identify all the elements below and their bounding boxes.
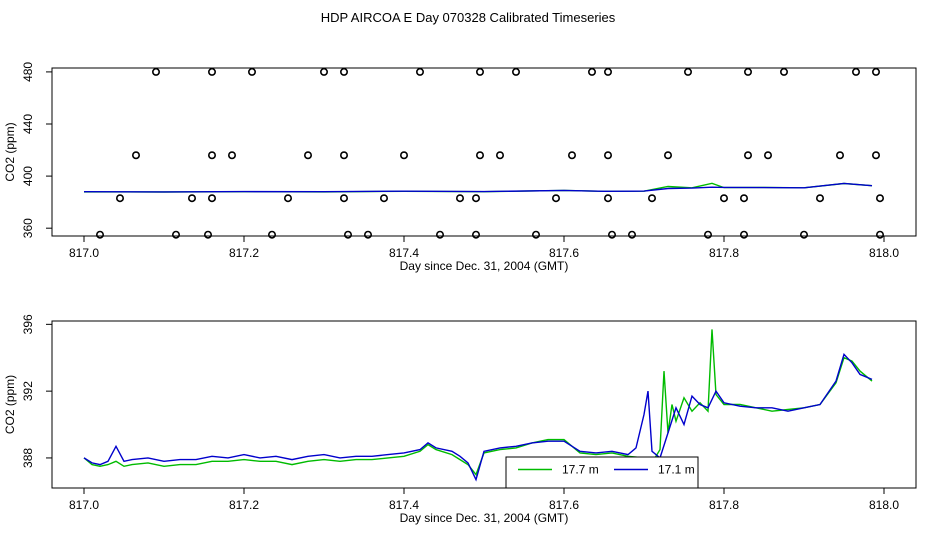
- data-point-marker: [339, 151, 348, 160]
- data-point-marker: [703, 230, 712, 239]
- x-tick-label: 817.6: [549, 246, 579, 260]
- x-tick-label: 817.4: [389, 498, 419, 512]
- data-point-marker: [455, 194, 464, 203]
- data-point-marker: [415, 67, 424, 76]
- y-tick-label: 400: [21, 166, 35, 186]
- data-point-marker: [743, 151, 752, 160]
- y-tick-label: 392: [21, 381, 35, 401]
- data-point-marker: [603, 67, 612, 76]
- data-point-marker: [739, 194, 748, 203]
- data-point-marker: [743, 67, 752, 76]
- data-point-marker: [283, 194, 292, 203]
- plot-frame: [51, 67, 917, 237]
- data-point-marker: [875, 194, 884, 203]
- data-point-marker: [132, 151, 141, 160]
- x-tick-label: 817.8: [709, 246, 739, 260]
- x-tick-label: 817.8: [709, 498, 739, 512]
- top-panel: 817.0 817.2 817.4 817.6 817.8 818.0 360 400 440 4…: [3, 62, 917, 273]
- data-point-marker: [799, 230, 808, 239]
- data-point-marker: [647, 194, 656, 203]
- x-tick-label: 817.2: [229, 246, 259, 260]
- data-point-marker: [495, 151, 504, 160]
- data-point-marker: [835, 151, 844, 160]
- y-tick-label: 480: [21, 62, 35, 82]
- x-tick-label: 817.6: [549, 498, 579, 512]
- data-point-marker: [683, 67, 692, 76]
- data-point-marker: [319, 67, 328, 76]
- data-point-marker: [763, 151, 772, 160]
- plot-frame: [51, 320, 917, 489]
- legend-box: [505, 456, 699, 489]
- data-point-marker: [172, 230, 181, 239]
- data-point-marker: [379, 194, 388, 203]
- y-tick-label: 440: [21, 114, 35, 134]
- data-point-marker: [267, 230, 276, 239]
- data-point-marker: [116, 194, 125, 203]
- data-point-marker: [871, 151, 880, 160]
- data-point-marker: [208, 151, 217, 160]
- data-point-marker: [779, 67, 788, 76]
- data-point-marker: [208, 67, 217, 76]
- figure-title: HDP AIRCOA E Day 070328 Calibrated Times…: [321, 10, 616, 25]
- data-point-marker: [188, 194, 197, 203]
- data-point-marker: [871, 67, 880, 76]
- data-point-marker: [339, 67, 348, 76]
- data-point-marker: [339, 194, 348, 203]
- data-point-marker: [607, 230, 616, 239]
- data-point-marker: [152, 67, 161, 76]
- legend-label: 17.1 m: [658, 463, 695, 477]
- x-tick-label: 818.0: [869, 246, 899, 260]
- data-point-marker: [719, 194, 728, 203]
- data-point-marker: [603, 151, 612, 160]
- data-point-marker: [204, 230, 213, 239]
- data-point-marker: [96, 230, 105, 239]
- data-point-marker: [471, 230, 480, 239]
- y-tick-label: 388: [21, 448, 35, 468]
- y-axis-label: CO2 (ppm): [3, 122, 17, 181]
- data-point-marker: [587, 67, 596, 76]
- data-point-marker: [475, 67, 484, 76]
- data-point-marker: [739, 230, 748, 239]
- bottom-panel: 817.0 817.2 817.4 817.6 817.8 818.0 388 392 396 D…: [3, 314, 917, 525]
- x-tick-label: 818.0: [869, 498, 899, 512]
- data-point-marker: [343, 230, 352, 239]
- x-tick-label: 817.2: [229, 498, 259, 512]
- data-point-marker: [567, 151, 576, 160]
- data-point-marker: [303, 151, 312, 160]
- series-line: [83, 353, 873, 482]
- legend-label: 17.7 m: [562, 463, 599, 477]
- series-line: [83, 329, 873, 477]
- data-point-marker: [208, 194, 217, 203]
- x-axis-label: Day since Dec. 31, 2004 (GMT): [400, 259, 569, 273]
- data-point-marker: [399, 151, 408, 160]
- series-line: [83, 182, 873, 193]
- data-point-marker: [531, 230, 540, 239]
- data-point-marker: [875, 230, 884, 239]
- y-axis-label: CO2 (ppm): [3, 375, 17, 434]
- x-tick-label: 817.4: [389, 246, 419, 260]
- data-point-marker: [248, 67, 257, 76]
- data-point-marker: [435, 230, 444, 239]
- data-point-marker: [363, 230, 372, 239]
- x-axis-label: Day since Dec. 31, 2004 (GMT): [400, 511, 569, 525]
- data-point-marker: [603, 194, 612, 203]
- data-point-marker: [475, 151, 484, 160]
- data-point-marker: [228, 151, 237, 160]
- data-point-marker: [627, 230, 636, 239]
- x-tick-label: 817.0: [69, 498, 99, 512]
- data-point-marker: [551, 194, 560, 203]
- y-tick-label: 360: [21, 218, 35, 238]
- data-point-marker: [663, 151, 672, 160]
- data-point-marker: [851, 67, 860, 76]
- data-point-marker: [815, 194, 824, 203]
- data-point-marker: [471, 194, 480, 203]
- x-tick-label: 817.0: [69, 246, 99, 260]
- y-tick-label: 396: [21, 314, 35, 334]
- data-point-marker: [511, 67, 520, 76]
